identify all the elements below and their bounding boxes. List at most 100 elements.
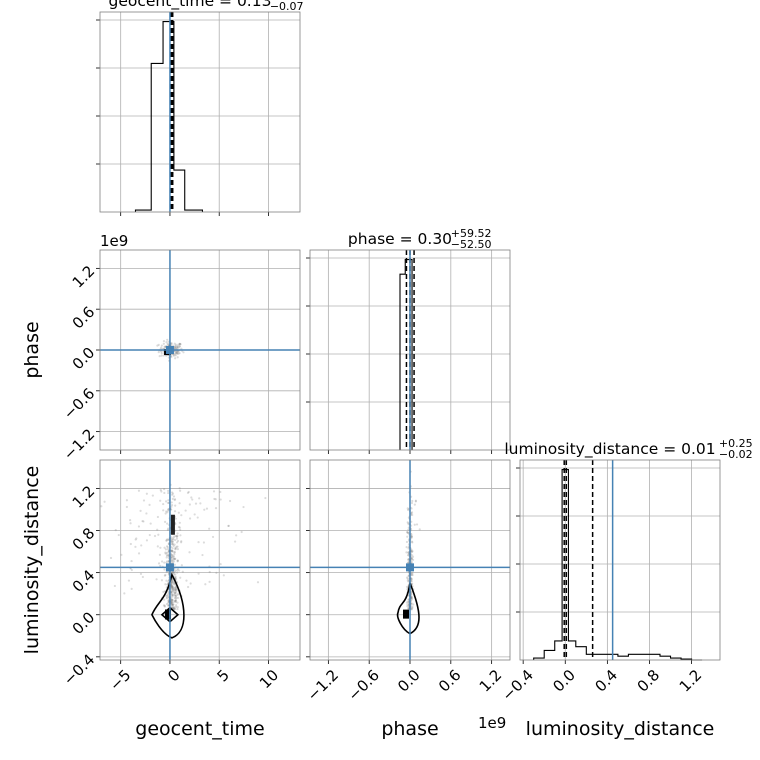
sample-point [174, 534, 177, 537]
sample-point [162, 509, 165, 512]
sample-point [176, 571, 179, 574]
sample-point [410, 597, 413, 600]
histogram-step [134, 20, 204, 212]
sample-point [171, 559, 174, 562]
sample-point [171, 543, 174, 546]
sample-point [170, 600, 173, 603]
sample-point [170, 601, 173, 604]
sample-point [214, 507, 218, 510]
sample-point [219, 490, 222, 494]
sample-point [180, 540, 183, 543]
sample-point [175, 346, 178, 349]
sample-point [219, 498, 222, 501]
sample-point [173, 543, 176, 546]
sample-point [178, 345, 181, 348]
sample-point [171, 584, 174, 587]
sample-point [170, 550, 174, 553]
sample-point [162, 342, 165, 345]
sample-point [172, 353, 175, 356]
sample-point [166, 338, 169, 341]
sample-point [178, 502, 181, 505]
sample-point [170, 598, 174, 601]
sample-point [163, 345, 166, 348]
histogram-step [399, 258, 413, 450]
sample-point [174, 346, 177, 350]
sample-point [410, 595, 413, 599]
sample-point [410, 558, 414, 561]
sample-point [407, 523, 410, 526]
sample-point [148, 533, 151, 537]
sample-point [406, 535, 409, 538]
sample-point [174, 592, 177, 595]
sample-point [166, 553, 169, 556]
y-tick-label: −0.4 [60, 650, 98, 688]
sample-point [174, 576, 177, 580]
sample-point [165, 545, 169, 548]
sample-point [178, 345, 181, 348]
sample-point [160, 350, 163, 353]
sample-point [170, 583, 173, 586]
sample-point [410, 579, 413, 583]
sample-point [166, 511, 169, 514]
sample-point [182, 351, 185, 354]
sample-point [173, 557, 177, 560]
sample-point [160, 354, 163, 357]
density-contour [396, 580, 420, 635]
sample-point [167, 527, 170, 530]
sample-point [181, 570, 184, 573]
sample-point [170, 491, 174, 494]
sample-point [162, 340, 166, 343]
sample-point [173, 591, 176, 594]
sample-point [140, 544, 143, 547]
sample-point [174, 557, 177, 561]
sample-point [172, 573, 176, 576]
sample-point [174, 597, 177, 600]
sample-point [179, 343, 182, 346]
sample-point [174, 343, 178, 346]
sample-point [172, 560, 176, 563]
sample-point [157, 562, 161, 565]
marginal-title: geocent_time = 0.13 [109, 0, 272, 11]
sample-point [176, 545, 179, 548]
sample-point [406, 508, 410, 511]
sample-point [160, 490, 163, 493]
sample-point [163, 568, 166, 571]
sample-point [172, 556, 175, 559]
sample-point [172, 603, 175, 606]
axes-frame [99, 459, 301, 661]
sample-point [177, 346, 180, 349]
sample-point [166, 546, 169, 549]
sample-point [165, 354, 168, 357]
sample-point [170, 538, 173, 541]
sample-point [407, 551, 410, 554]
sample-point [171, 586, 174, 589]
sample-point [172, 536, 175, 539]
sample-point [410, 577, 413, 580]
sample-point [113, 584, 116, 588]
sample-point [167, 508, 170, 511]
sample-point [240, 530, 243, 534]
sample-point [164, 573, 167, 577]
y-tick-label: −1.2 [60, 425, 98, 463]
sample-point [175, 545, 178, 548]
sample-point [170, 599, 173, 602]
sample-point [170, 596, 173, 599]
sample-point [170, 605, 173, 608]
sample-point [171, 554, 174, 558]
y-tick-label: 0.4 [69, 566, 99, 596]
x-tick-label: −0.6 [344, 666, 382, 704]
sample-point [170, 503, 174, 507]
sample-point [179, 528, 182, 531]
sample-point [410, 573, 413, 576]
sample-point [160, 344, 163, 347]
density-contour [151, 572, 185, 639]
sample-point [174, 351, 177, 354]
axes-frame [309, 249, 511, 451]
sample-point [407, 528, 410, 531]
sample-point [170, 587, 174, 590]
sample-point [170, 342, 173, 345]
sample-point [170, 343, 173, 346]
sample-point [173, 498, 176, 502]
sample-point [405, 551, 408, 554]
sample-point [175, 535, 178, 538]
